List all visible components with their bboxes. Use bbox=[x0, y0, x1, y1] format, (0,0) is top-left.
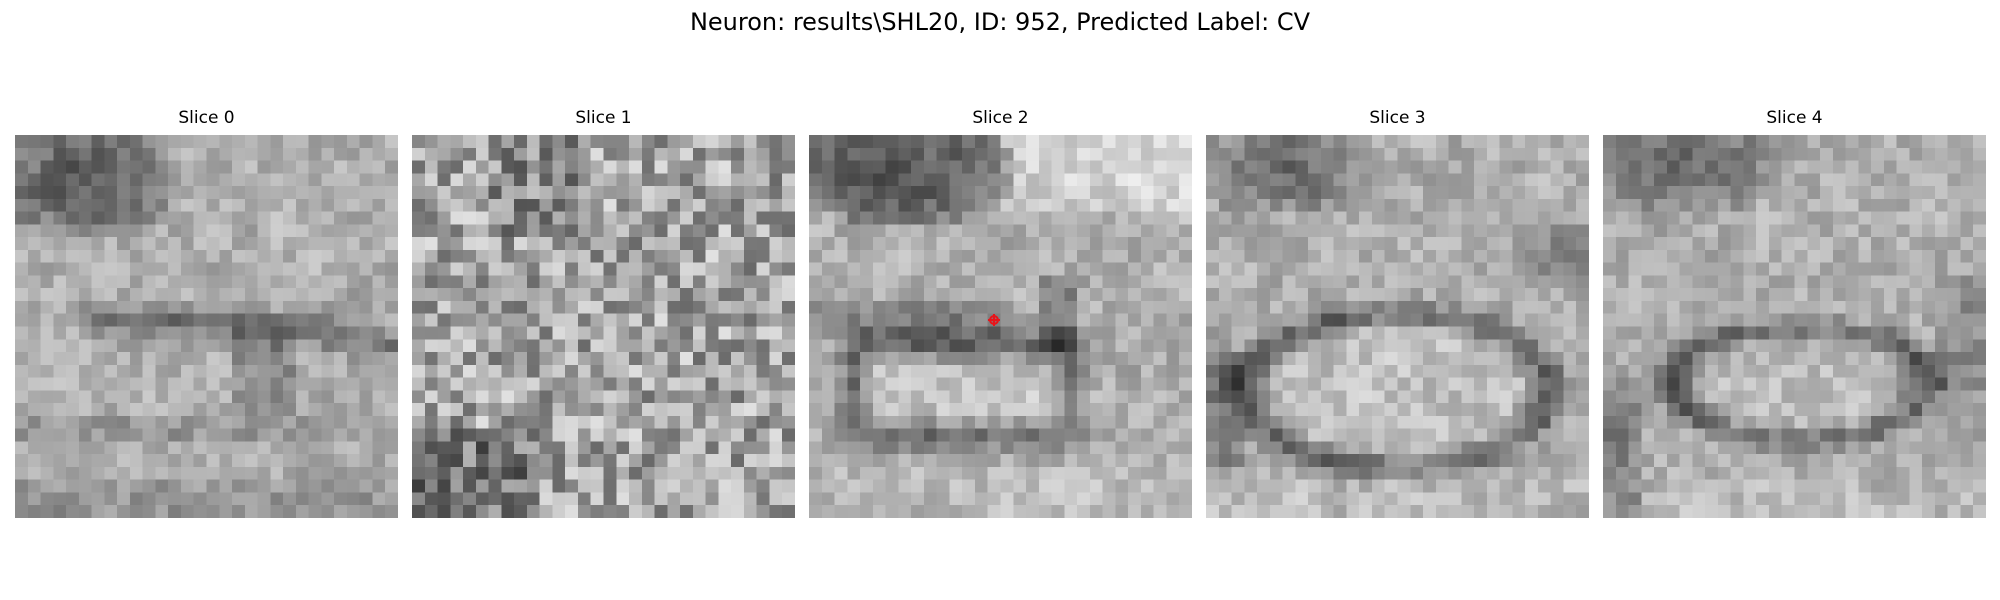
slice-title: Slice 4 bbox=[1766, 108, 1823, 128]
slice-image-3 bbox=[1206, 135, 1589, 518]
slice-image-0 bbox=[15, 135, 398, 518]
slice-title: Slice 3 bbox=[1369, 108, 1426, 128]
slice-title: Slice 0 bbox=[178, 108, 235, 128]
slice-image-1 bbox=[412, 135, 795, 518]
figure-title: Neuron: results\SHL20, ID: 952, Predicte… bbox=[689, 8, 1311, 36]
slice-title: Slice 1 bbox=[575, 108, 632, 128]
slice-image-4 bbox=[1603, 135, 1986, 518]
center-marker bbox=[988, 314, 1001, 327]
slice-image-2 bbox=[809, 135, 1192, 518]
slice-title: Slice 2 bbox=[972, 108, 1029, 128]
